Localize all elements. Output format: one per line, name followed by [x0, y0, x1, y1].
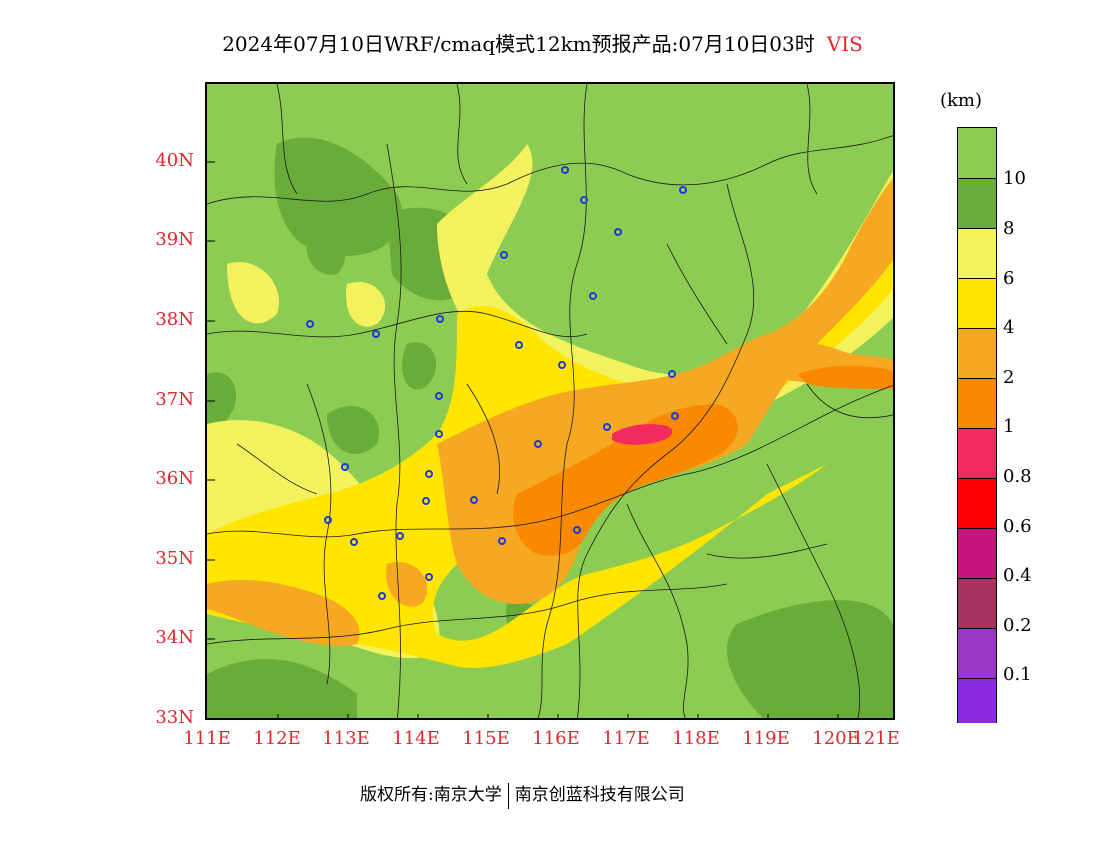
footer-divider: [507, 782, 509, 809]
lon-label-121: 121E: [852, 728, 900, 749]
title-variable: VIS: [826, 32, 863, 56]
lat-label-35: 35N: [155, 548, 194, 569]
colorbar-unit: (km): [940, 90, 983, 111]
map-title: 2024年07月10日WRF/cmaq模式12km预报产品:07月10日03时 V…: [0, 28, 1085, 57]
colorbar-label-0.8: 0.8: [1003, 466, 1032, 487]
colorbar-label-4: 4: [1003, 317, 1015, 338]
lon-label-118: 118E: [672, 728, 720, 749]
lon-label-119: 119E: [742, 728, 790, 749]
colorbar-seg-2to4: [958, 328, 996, 378]
lon-label-111: 111E: [183, 728, 231, 749]
graticule-ticks: [207, 161, 839, 718]
colorbar-label-8: 8: [1003, 218, 1015, 239]
colorbar-seg-0.6to0.8: [958, 478, 996, 528]
visibility-map: [205, 82, 895, 720]
lon-label-113: 113E: [322, 728, 370, 749]
field-0.8to1: [612, 424, 673, 445]
lat-label-34: 34N: [155, 627, 194, 648]
colorbar-label-0.6: 0.6: [1003, 516, 1032, 537]
colorbar-seg-0.8to1: [958, 428, 996, 478]
colorbar-label-2: 2: [1003, 367, 1015, 388]
colorbar-seg-lt0.1: [958, 678, 996, 723]
lat-label-36: 36N: [155, 468, 194, 489]
lon-label-112: 112E: [253, 728, 301, 749]
copyright-footer: 版权所有:南京大学 南京创蓝科技有限公司: [360, 780, 685, 809]
title-main: 2024年07月10日WRF/cmaq模式12km预报产品:07月10日03时: [222, 32, 815, 56]
lat-label-38: 38N: [155, 309, 194, 330]
lat-label-33: 33N: [155, 707, 194, 728]
lon-label-120: 120E: [812, 728, 860, 749]
lon-label-114: 114E: [392, 728, 440, 749]
lon-label-116: 116E: [532, 728, 580, 749]
colorbar-seg-4to6: [958, 278, 996, 328]
colorbar: [957, 127, 997, 723]
colorbar-seg-1to2: [958, 378, 996, 428]
lat-label-37: 37N: [155, 389, 194, 410]
copyright-right: 南京创蓝科技有限公司: [514, 785, 685, 805]
colorbar-seg-8to10: [958, 178, 996, 228]
colorbar-label-6: 6: [1003, 268, 1015, 289]
colorbar-seg-0.4to0.6: [958, 528, 996, 578]
colorbar-seg-0.1to0.2: [958, 628, 996, 678]
city-markers: [306, 166, 687, 600]
colorbar-label-0.2: 0.2: [1003, 615, 1032, 636]
colorbar-label-1: 1: [1003, 416, 1015, 437]
lat-label-39: 39N: [155, 229, 194, 250]
lat-label-40: 40N: [155, 150, 194, 171]
colorbar-label-10: 10: [1003, 168, 1026, 189]
colorbar-seg-6to8: [958, 228, 996, 278]
visibility-field: [207, 84, 893, 718]
colorbar-label-0.1: 0.1: [1003, 664, 1032, 685]
copyright-left: 版权所有:南京大学: [360, 785, 502, 805]
colorbar-seg-0.2to0.4: [958, 578, 996, 628]
colorbar-seg-gt10: [958, 128, 996, 178]
lon-label-115: 115E: [462, 728, 510, 749]
colorbar-label-0.4: 0.4: [1003, 565, 1032, 586]
lon-label-117: 117E: [602, 728, 650, 749]
